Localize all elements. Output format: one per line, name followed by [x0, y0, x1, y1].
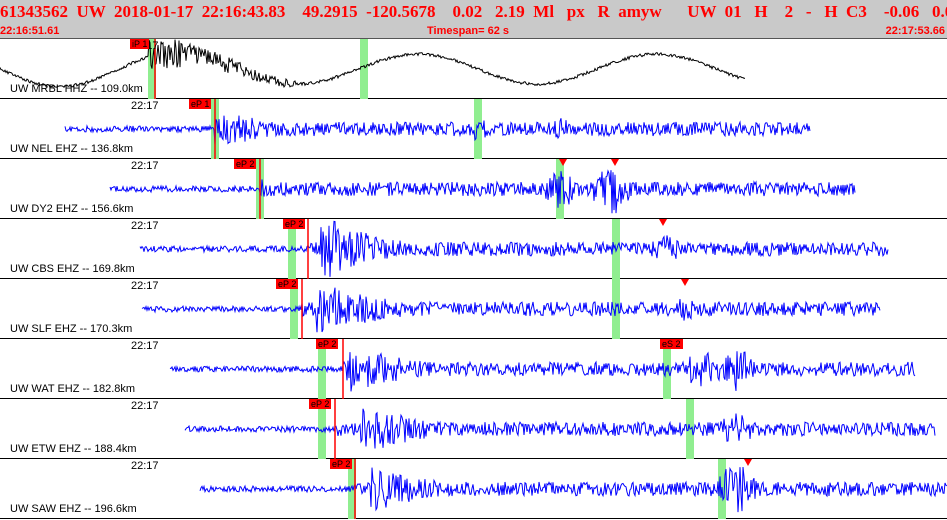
station-label: UW DY2 EHZ -- 156.6km: [10, 203, 134, 215]
waveform: [141, 287, 881, 333]
trace-panel[interactable]: 22:17 eP 2 UW DY2 EHZ -- 156.6km: [0, 159, 947, 219]
time-label: 22:17: [131, 100, 159, 112]
pick-label[interactable]: eP 2: [330, 459, 353, 469]
waveform: [109, 169, 856, 214]
station-label: UW NEL EHZ -- 136.8km: [10, 143, 134, 155]
event-header: 61343562 UW 2018-01-17 22:16:43.83 49.29…: [0, 0, 947, 39]
time-label: 22:17: [131, 280, 159, 292]
pick-label[interactable]: eP 2: [276, 279, 299, 289]
pick-window: [148, 39, 156, 99]
time-label: 22:17: [131, 460, 159, 472]
trace-plot: [109, 159, 856, 219]
pick-label[interactable]: eP 2: [234, 159, 257, 169]
pick-label[interactable]: eP 2: [309, 399, 332, 409]
arrival-triangle-icon: [611, 159, 619, 166]
start-time: 22:16:51.61: [0, 25, 60, 37]
waveform: [184, 408, 936, 449]
timespan-label: Timespan= 62 s: [427, 25, 510, 37]
trace-panel[interactable]: 22:17 eP 2 UW SLF EHZ -- 170.3km: [0, 279, 947, 339]
trace-plot: [169, 339, 916, 399]
trace-panel[interactable]: 22:17 eP 2 UW SAW EHZ -- 196.6km: [0, 459, 947, 519]
s-pick-label[interactable]: eS 2: [660, 339, 683, 349]
arrival-triangle-icon: [659, 219, 667, 226]
pick-window: [288, 219, 296, 279]
trace-plot: [64, 99, 811, 159]
station-label: UW SAW EHZ -- 196.6km: [10, 503, 137, 515]
pick-label[interactable]: eP 2: [316, 339, 339, 349]
trace-plot: [141, 279, 881, 339]
station-label: UW ETW EHZ -- 188.4km: [10, 443, 137, 455]
pick-label[interactable]: eP 2: [283, 219, 306, 229]
waveform: [199, 466, 947, 513]
station-label: UW MRBL HHZ -- 109.0km: [10, 83, 143, 95]
trace-panel[interactable]: 22:17 eP 2 UW ETW EHZ -- 188.4km: [0, 399, 947, 459]
pick-window: [348, 459, 356, 519]
arrival-triangle-icon: [744, 459, 752, 466]
pick-label[interactable]: eP 1: [189, 99, 212, 109]
waveform: [0, 39, 746, 89]
trace-panel[interactable]: 22:17 eP 1 UW NEL EHZ -- 136.8km: [0, 99, 947, 159]
arrival-triangle-icon: [559, 159, 567, 166]
end-time: 22:17:53.66: [885, 25, 945, 37]
seismogram-area[interactable]: 22:17 iP 1 UW MRBL HHZ -- 109.0km 22:17 eP 1…: [0, 39, 947, 520]
pick-label[interactable]: iP 1: [130, 39, 150, 49]
station-label: UW CBS EHZ -- 169.8km: [10, 263, 135, 275]
time-label: 22:17: [131, 340, 159, 352]
event-summary: 61343562 UW 2018-01-17 22:16:43.83 49.29…: [0, 2, 947, 21]
pick-window: [360, 39, 368, 99]
trace-plot: [139, 219, 889, 279]
trace-plot: [184, 399, 936, 459]
station-label: UW WAT EHZ -- 182.8km: [10, 383, 136, 395]
trace-panel[interactable]: 22:17iP 1UW MRBL HHZ -- 109.0km: [0, 39, 947, 99]
waveform: [64, 115, 811, 145]
trace-plot: [0, 39, 746, 99]
arrival-triangle-icon: [681, 279, 689, 286]
time-label: 22:17: [131, 400, 159, 412]
time-label: 22:17: [131, 160, 159, 172]
pick-window: [318, 399, 326, 459]
station-label: UW SLF EHZ -- 170.3km: [10, 323, 133, 335]
pick-window: [474, 99, 482, 159]
waveform: [139, 220, 889, 277]
time-label: 22:17: [131, 220, 159, 232]
waveform: [169, 351, 916, 392]
trace-panel[interactable]: 22:17 eP 2 eS 2 UW WAT EHZ -- 182.8km: [0, 339, 947, 399]
trace-panel[interactable]: 22:17 eP 2 UW CBS EHZ -- 169.8km: [0, 219, 947, 279]
trace-plot: [199, 459, 947, 519]
